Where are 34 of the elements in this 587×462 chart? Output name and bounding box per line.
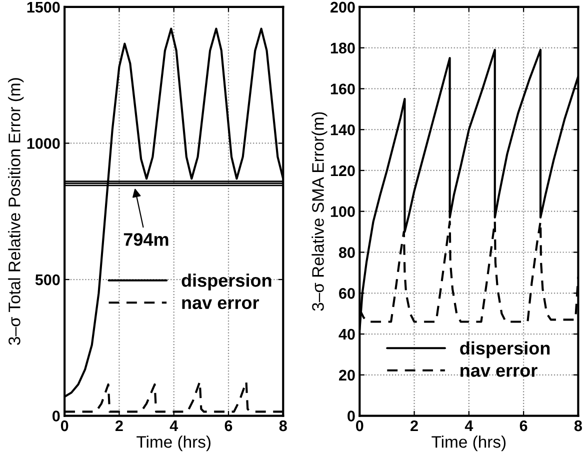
y-axis-title: 3–σ Relative SMA Error(m) bbox=[312, 112, 328, 311]
y-tick-label: 1500 bbox=[27, 2, 60, 13]
y-tick-label: 120 bbox=[330, 165, 355, 176]
x-tick-label: 2 bbox=[115, 420, 123, 432]
y-axis-title: 3–σ Total Relative Position Error (m) bbox=[8, 78, 24, 345]
x-tick-label: 6 bbox=[224, 420, 232, 432]
y-tick-label: 140 bbox=[330, 124, 355, 136]
legend-label: dispersion bbox=[460, 341, 550, 358]
y-tick-label: 0 bbox=[348, 410, 355, 422]
legend-label: dispersion bbox=[182, 274, 272, 290]
x-tick-label: 8 bbox=[574, 420, 582, 432]
y-tick-label: 0 bbox=[52, 410, 60, 422]
y-tick-label: 80 bbox=[338, 247, 355, 258]
x-tick-label: 0 bbox=[356, 420, 364, 432]
y-tick-label: 20 bbox=[339, 370, 355, 381]
x-tick-label: 4 bbox=[170, 420, 178, 432]
x-tick-label: 0 bbox=[60, 420, 68, 432]
x-tick-label: 6 bbox=[520, 420, 528, 432]
x-tick-label: 8 bbox=[279, 420, 287, 432]
legend-label: nav error bbox=[460, 366, 538, 377]
x-axis-title: Time (hrs) bbox=[136, 436, 210, 452]
x-axis-title: Time (hrs) bbox=[432, 436, 506, 452]
annotation: 794m bbox=[124, 233, 168, 246]
y-tick-label: 100 bbox=[330, 206, 355, 218]
y-tick-label: 40 bbox=[338, 328, 355, 340]
y-tick-label: 500 bbox=[35, 274, 60, 286]
y-tick-label: 1000 bbox=[27, 138, 60, 149]
x-tick-label: 2 bbox=[410, 420, 418, 432]
legend-label: nav error bbox=[182, 299, 260, 310]
y-tick-label: 60 bbox=[339, 288, 355, 299]
x-tick-label: 4 bbox=[464, 420, 474, 432]
y-tick-label: 180 bbox=[330, 42, 355, 54]
y-tick-label: 160 bbox=[330, 84, 355, 94]
y-tick-label: 200 bbox=[330, 2, 355, 13]
